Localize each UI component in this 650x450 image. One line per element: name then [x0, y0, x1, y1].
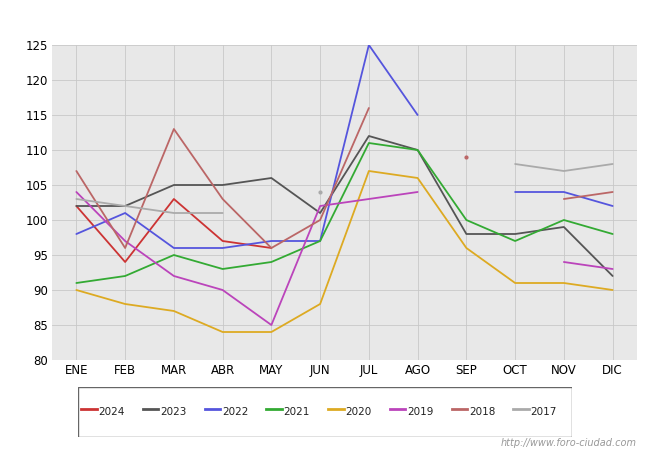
FancyBboxPatch shape [78, 387, 572, 436]
Text: 2017: 2017 [530, 407, 557, 417]
Text: 2024: 2024 [98, 407, 125, 417]
Text: 2018: 2018 [469, 407, 495, 417]
Text: http://www.foro-ciudad.com: http://www.foro-ciudad.com [501, 438, 637, 448]
Text: 2021: 2021 [283, 407, 310, 417]
Text: Afiliados en Los Tojos a 31/5/2024: Afiliados en Los Tojos a 31/5/2024 [177, 12, 473, 30]
Text: 2020: 2020 [345, 407, 372, 417]
Text: 2022: 2022 [222, 407, 248, 417]
Text: 2023: 2023 [160, 407, 187, 417]
Text: 2019: 2019 [407, 407, 434, 417]
